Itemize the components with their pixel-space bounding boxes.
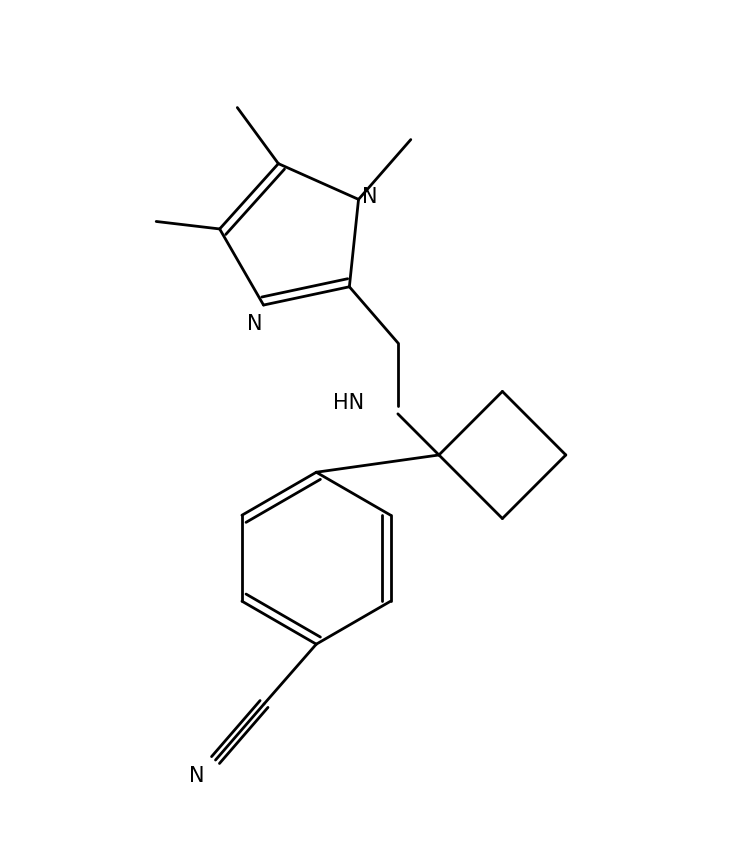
Text: N: N [247,314,262,334]
Text: N: N [362,187,377,207]
Text: HN: HN [333,393,364,413]
Text: N: N [189,766,205,787]
